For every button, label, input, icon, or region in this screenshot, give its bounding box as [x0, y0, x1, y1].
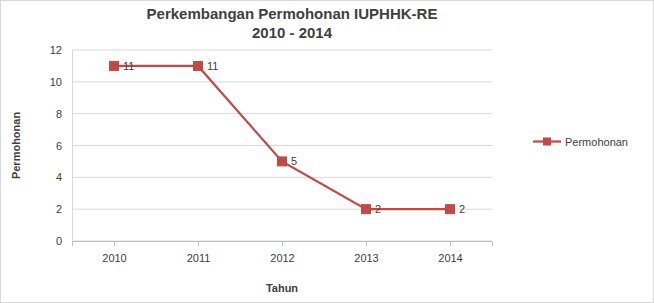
y-tick: 2 [56, 203, 72, 215]
y-tick-label: 2 [56, 203, 62, 215]
marker [362, 205, 371, 214]
marker [110, 61, 119, 70]
x-tick-label: 2012 [270, 252, 294, 264]
y-tick: 4 [56, 171, 72, 183]
chart: Perkembangan Permohonan IUPHHK-RE2010 - … [0, 0, 654, 303]
grid-line [72, 113, 492, 114]
marker [194, 61, 203, 70]
y-tick-label: 0 [56, 235, 62, 247]
x-tick: 2013 [354, 241, 378, 264]
data-label: 2 [459, 203, 465, 215]
grid-line [72, 177, 492, 178]
y-tick-label: 6 [56, 140, 62, 152]
x-axis-title: Tahun [266, 282, 298, 294]
y-tick: 8 [56, 108, 72, 120]
y-axis-line [72, 51, 73, 242]
data-label: 11 [123, 60, 134, 72]
x-axis: 2010 2011 2012 2013 2014 [73, 241, 493, 264]
x-tick-label: 2013 [354, 252, 378, 264]
marker [278, 157, 287, 166]
grid-line [72, 50, 492, 51]
x-tick-mark [366, 241, 367, 246]
data-label: 5 [291, 155, 297, 167]
data-label: 11 [207, 60, 218, 72]
chart-background [1, 1, 654, 303]
marker [446, 205, 455, 214]
grid-line [72, 81, 492, 82]
legend: Permohonan [533, 136, 628, 148]
plot-area [110, 61, 455, 213]
grid-line [72, 145, 492, 146]
grid [72, 50, 492, 241]
x-tick-mark [450, 241, 451, 246]
y-tick: 0 [56, 235, 72, 247]
y-tick: 10 [50, 76, 72, 88]
y-axis: 0 2 4 6 8 10 12 [50, 44, 73, 247]
chart-title: Perkembangan Permohonan IUPHHK-RE2010 - … [147, 5, 438, 41]
series-line [114, 66, 450, 209]
x-tick: 2010 [102, 241, 126, 264]
x-tick: 2014 [438, 241, 462, 264]
y-tick-label: 8 [56, 108, 62, 120]
x-tick-label: 2014 [438, 252, 462, 264]
x-tick-mark [114, 241, 115, 246]
data-label: 2 [375, 203, 381, 215]
x-tick-label: 2011 [187, 252, 211, 264]
y-tick-label: 12 [50, 44, 62, 56]
y-tick: 6 [56, 140, 72, 152]
y-axis-title: Permohonan [10, 112, 22, 180]
x-tick: 2011 [187, 241, 211, 264]
x-axis-line [73, 242, 493, 247]
x-tick-mark [282, 241, 283, 246]
y-tick-label: 4 [56, 171, 62, 183]
legend-marker [543, 138, 551, 146]
data-labels: 11 11 5 2 2 [123, 60, 465, 215]
y-tick: 12 [50, 44, 72, 56]
x-tick-mark [198, 241, 199, 246]
legend-label: Permohonan [565, 136, 628, 148]
x-tick: 2012 [270, 241, 294, 264]
y-tick-label: 10 [50, 76, 62, 88]
x-tick-label: 2010 [102, 252, 126, 264]
